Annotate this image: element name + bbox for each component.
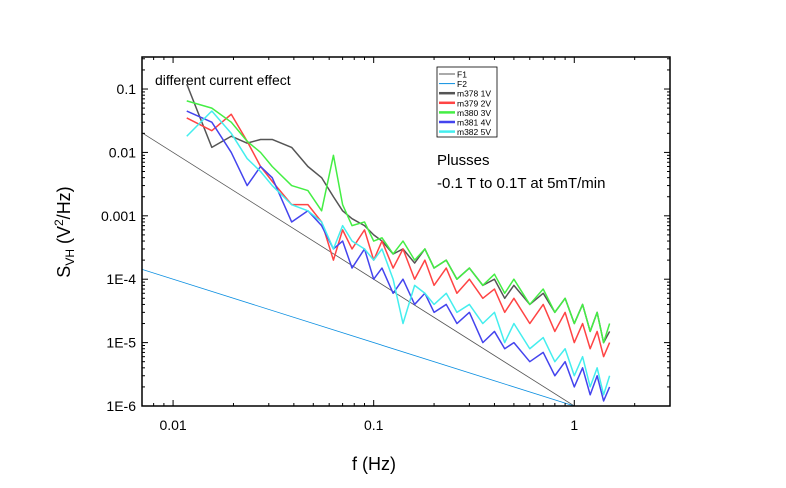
ticks-layer: 0.01 0.1 1 0.1 0.01 0.001 1E-4 1E-5 1E-6 [101,57,671,433]
reference-line-F2 [142,268,575,406]
legend-label-F2: F2 [457,79,467,89]
y-tick-label: 1E-4 [106,271,136,287]
legend-label-m382: m382 5V [457,127,491,137]
x-tick-label: 0.01 [159,417,186,433]
series-layer [142,83,611,406]
series-line-m381 [186,110,611,402]
y-tick-label: 1E-5 [106,335,136,351]
y-axis-label: SVH (V2/Hz) [52,186,77,277]
annotation-field-sweep: -0.1 T to 0.1T at 5mT/min [437,175,605,192]
legend-label-m380: m380 3V [457,108,491,118]
series-line-m380 [186,100,611,344]
series-line-m379 [186,113,611,358]
legend-label-m378: m378 1V [457,89,491,99]
annotation-title: different current effect [155,72,291,88]
legend-label-F1: F1 [457,70,467,80]
reference-line-F1 [142,132,575,406]
y-tick-label: 0.001 [101,208,136,224]
annotation-plusses: Plusses [437,152,490,169]
x-axis-label: f (Hz) [352,454,396,474]
x-tick-label: 0.1 [364,417,384,433]
plot-frame [141,56,671,407]
y-tick-label: 1E-6 [106,398,136,414]
y-tick-label: 0.1 [117,81,137,97]
y-tick-label: 0.01 [109,144,136,160]
legend-label-m379: m379 2V [457,98,491,108]
series-line-m382 [186,110,611,396]
legend-label-m381: m381 4V [457,118,491,128]
x-tick-label: 1 [570,417,578,433]
